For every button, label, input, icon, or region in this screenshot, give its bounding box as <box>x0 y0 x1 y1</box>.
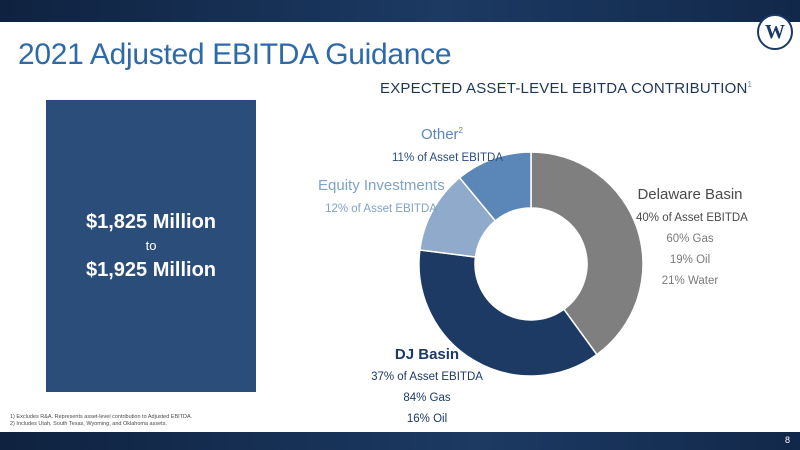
label-other-text: Other <box>421 126 459 143</box>
donut-slice-dj-basin <box>418 249 598 377</box>
donut-slice-other <box>458 151 532 222</box>
label-delaware: Delaware Basin 40% of Asset EBITDA 60% G… <box>636 185 748 289</box>
company-logo: W <box>757 14 793 50</box>
label-delaware-oil: 19% Oil <box>669 254 711 266</box>
guidance-low: $1,825 Million <box>85 211 217 233</box>
label-dj-oil: 16% Oil <box>406 413 448 425</box>
guidance-to: to <box>145 238 157 253</box>
bottom-banner: 8 <box>0 432 800 450</box>
page-number: 8 <box>784 435 790 445</box>
label-dj-pct: 37% of Asset EBITDA <box>371 371 483 383</box>
label-delaware-gas: 60% Gas <box>666 233 714 245</box>
logo-letter: W <box>765 20 785 43</box>
label-other-footnote: 2 <box>458 126 463 135</box>
chart-title-footnote: 1 <box>747 80 753 89</box>
donut-slices <box>418 151 644 377</box>
label-other-name: Other2 <box>392 121 492 145</box>
footnote-2: 2) Includes Utah, South Texas, Wyoming, … <box>10 421 167 427</box>
donut-slice-delaware-basin <box>530 151 644 356</box>
label-other-pct: 11% of Asset EBITDA <box>392 152 504 164</box>
label-delaware-pct: 40% of Asset EBITDA <box>636 212 748 224</box>
label-delaware-name: Delaware Basin <box>637 186 743 203</box>
label-equity: Equity Investments 12% of Asset EBITDA <box>318 176 445 217</box>
label-dj-gas: 84% Gas <box>403 392 451 404</box>
chart-title: EXPECTED ASSET-LEVEL EBITDA CONTRIBUTION… <box>380 80 752 97</box>
footnote-1: 1) Excludes R&A. Represents asset-level … <box>10 414 193 420</box>
label-dj-name: DJ Basin <box>394 346 460 363</box>
label-equity-name: Equity Investments <box>318 177 445 194</box>
guidance-high: $1,925 Million <box>85 259 217 281</box>
top-banner <box>0 0 800 22</box>
page-title: 2021 Adjusted EBITDA Guidance <box>18 38 452 71</box>
guidance-box: $1,825 Million to $1,925 Million <box>46 100 256 392</box>
label-other: Other2 11% of Asset EBITDA <box>392 121 504 166</box>
label-dj: DJ Basin 37% of Asset EBITDA 84% Gas 16%… <box>370 345 484 427</box>
footnotes: 1) Excludes R&A. Represents asset-level … <box>10 414 192 428</box>
chart-title-text: EXPECTED ASSET-LEVEL EBITDA CONTRIBUTION <box>380 80 748 97</box>
label-delaware-water: 21% Water <box>661 275 719 287</box>
label-equity-pct: 12% of Asset EBITDA <box>325 203 437 215</box>
